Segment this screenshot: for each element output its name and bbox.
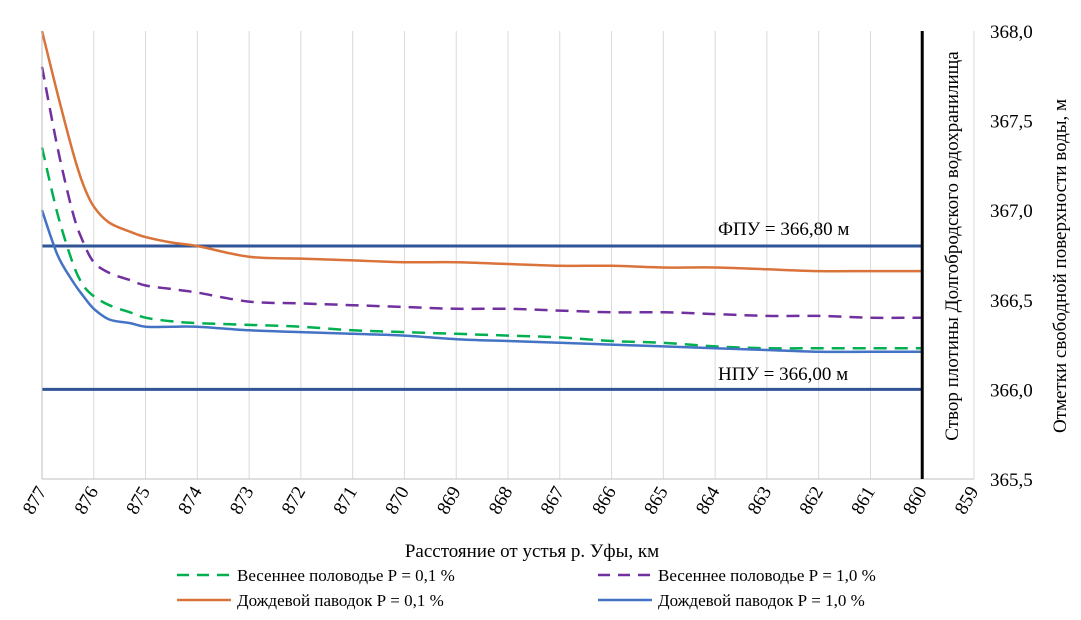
y-tick-label: 365,5 bbox=[990, 470, 1033, 491]
series-line-spring-1-0 bbox=[40, 66, 923, 320]
x-tick-label: 868 bbox=[485, 483, 517, 518]
legend-label-spring-1-0: Весеннее половодье Р = 1,0 % bbox=[658, 566, 876, 585]
x-axis-label: Расстояние от устья р. Уфы, км bbox=[405, 541, 659, 562]
x-tick-label: 869 bbox=[433, 483, 465, 518]
series-line-spring-0-1 bbox=[40, 147, 923, 350]
fpu-label: ФПУ = 366,80 м bbox=[718, 219, 849, 240]
legend-item-rain-1-0: Дождевой паводок Р = 1,0 % bbox=[598, 591, 865, 610]
x-tick-label: 862 bbox=[796, 483, 828, 518]
x-tick-label: 860 bbox=[899, 483, 931, 518]
legend-item-rain-0-1: Дождевой паводок Р = 0,1 % bbox=[177, 591, 444, 610]
vertical-gridlines bbox=[93, 31, 975, 479]
series-lines bbox=[40, 30, 923, 354]
x-tick-label: 861 bbox=[847, 483, 879, 518]
y-tick-label: 367,5 bbox=[990, 112, 1033, 133]
x-tick-label: 875 bbox=[122, 483, 154, 518]
x-tick-label: 864 bbox=[692, 483, 725, 519]
x-tick-labels: 877 876 875 874 873 872 871 870 869 868 867 866 865 8… bbox=[19, 483, 983, 519]
reference-lines bbox=[42, 244, 923, 391]
x-tick-label: 876 bbox=[71, 483, 103, 518]
x-tick-label: 870 bbox=[381, 483, 413, 518]
legend-label-spring-0-1: Весеннее половодье Р = 0,1 % bbox=[237, 566, 455, 585]
y-axis-label: Отметки свободной поверхности воды, м bbox=[1050, 99, 1071, 433]
x-tick-label: 859 bbox=[951, 483, 983, 518]
y-tick-label: 368,0 bbox=[990, 22, 1033, 43]
series-line-rain-1-0 bbox=[40, 209, 923, 354]
y-tick-labels: 365,5 366,0 366,5 367,0 367,5 368,0 bbox=[990, 22, 1033, 491]
legend-label-rain-1-0: Дождевой паводок Р = 1,0 % bbox=[658, 591, 865, 610]
y-tick-label: 366,0 bbox=[990, 380, 1033, 401]
legend-item-spring-1-0: Весеннее половодье Р = 1,0 % bbox=[598, 566, 876, 585]
y-tick-label: 366,5 bbox=[990, 291, 1033, 312]
x-tick-label: 866 bbox=[588, 483, 620, 518]
x-tick-label: 871 bbox=[330, 483, 362, 518]
legend-item-spring-0-1: Весеннее половодье Р = 0,1 % bbox=[177, 566, 455, 585]
dam-label: Створ плотины Долгобродского водохранили… bbox=[942, 51, 963, 441]
y-tick-label: 367,0 bbox=[990, 201, 1033, 222]
legend: Весеннее половодье Р = 0,1 % Весеннее по… bbox=[177, 566, 876, 610]
npu-label: НПУ = 366,00 м bbox=[718, 364, 848, 385]
axes bbox=[41, 31, 974, 480]
x-tick-label: 874 bbox=[174, 483, 207, 519]
x-tick-label: 865 bbox=[640, 483, 672, 518]
x-tick-label: 867 bbox=[537, 483, 569, 518]
legend-label-rain-0-1: Дождевой паводок Р = 0,1 % bbox=[237, 591, 444, 610]
series-line-rain-0-1 bbox=[40, 30, 923, 273]
x-tick-label: 873 bbox=[226, 483, 258, 518]
x-tick-label: 872 bbox=[278, 483, 310, 518]
x-tick-label: 863 bbox=[744, 483, 776, 518]
x-tick-label: 877 bbox=[19, 483, 51, 518]
